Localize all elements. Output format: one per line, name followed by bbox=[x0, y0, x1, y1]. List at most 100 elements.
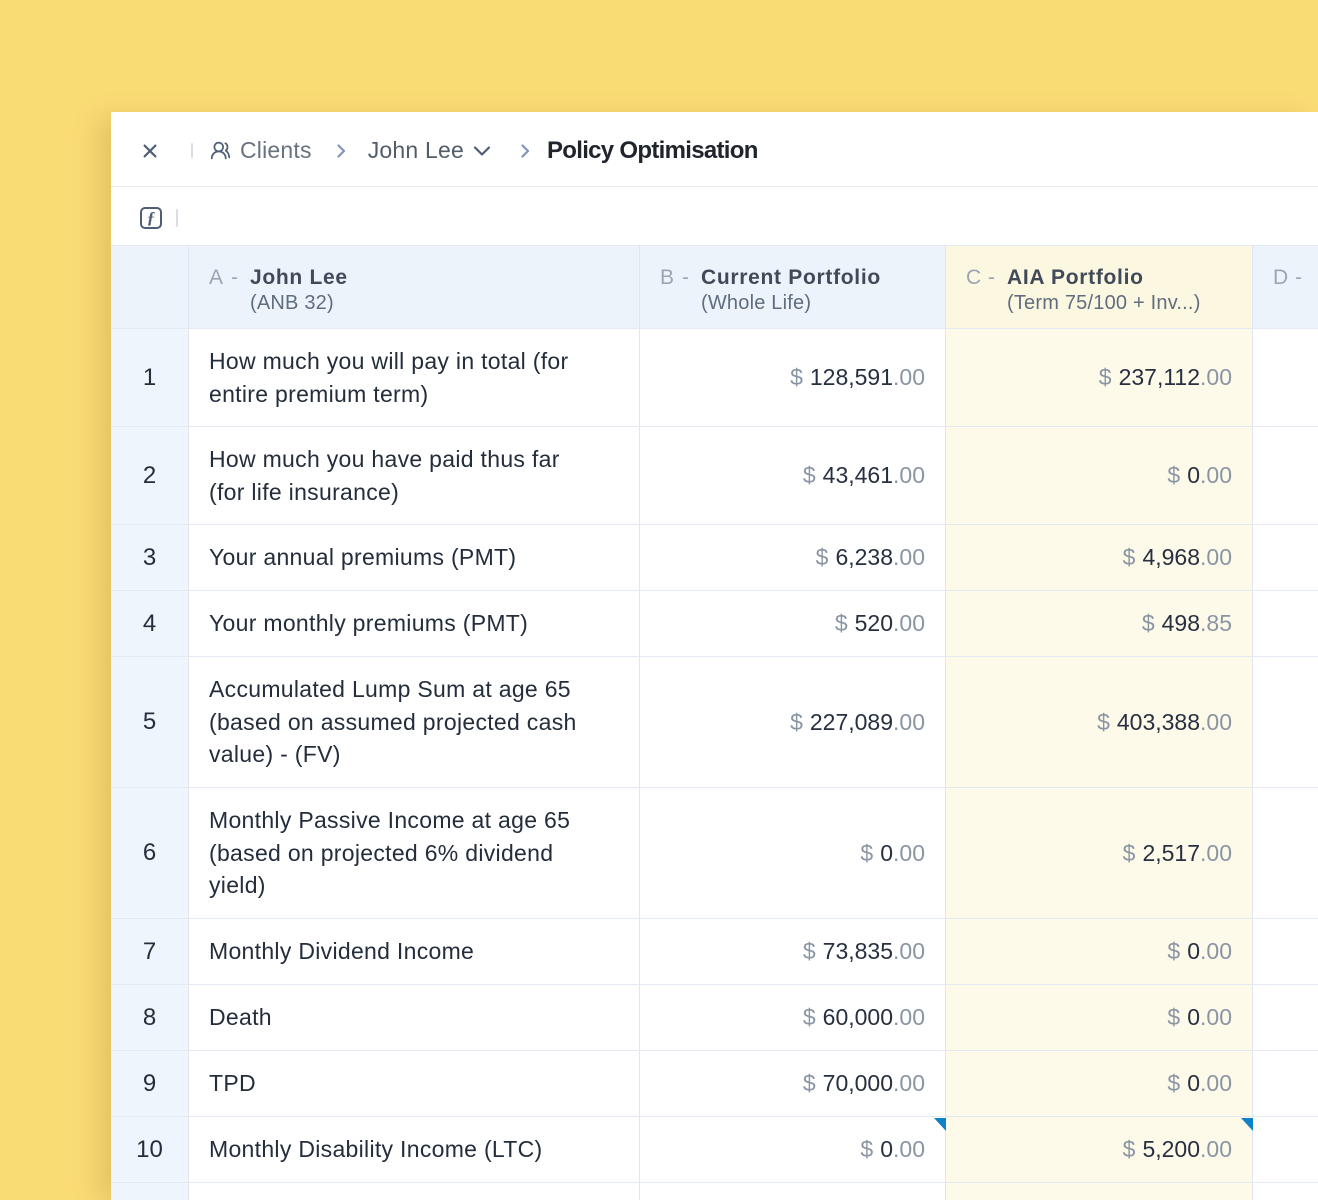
currency-symbol: $ bbox=[1122, 1136, 1136, 1162]
amount-integer: 5,200 bbox=[1142, 1136, 1201, 1162]
row-number-5[interactable]: 5 bbox=[111, 657, 189, 788]
cell-d1[interactable] bbox=[1253, 329, 1318, 427]
cell-b2[interactable]: $43,461.00 bbox=[640, 427, 946, 525]
cell-b7[interactable]: $73,835.00 bbox=[640, 919, 946, 985]
cell-d5[interactable] bbox=[1253, 657, 1318, 788]
row-number-3[interactable]: 3 bbox=[111, 525, 189, 591]
cell-d2[interactable] bbox=[1253, 427, 1318, 525]
breadcrumb-client[interactable]: John Lee bbox=[367, 137, 464, 163]
cell-d6[interactable] bbox=[1253, 788, 1318, 919]
amount-integer: 60,000 bbox=[822, 1004, 894, 1030]
amount-decimals: .00 bbox=[1200, 1004, 1232, 1030]
column-header-line1: A - John Lee bbox=[209, 263, 619, 293]
cell-a10[interactable]: Monthly Disability Income (LTC) bbox=[189, 1117, 640, 1183]
cell-b11[interactable] bbox=[640, 1183, 946, 1200]
currency-symbol: $ bbox=[1122, 544, 1136, 570]
column-header-b[interactable]: B - Current Portfolio (Whole Life) bbox=[640, 245, 946, 329]
breadcrumb-clients[interactable]: Clients bbox=[240, 137, 312, 163]
chevron-right-icon bbox=[521, 143, 530, 158]
amount-integer: 403,388 bbox=[1116, 708, 1201, 735]
cell-d8[interactable] bbox=[1253, 985, 1318, 1051]
chevron-right-icon bbox=[337, 143, 345, 158]
column-header-c[interactable]: C - AIA Portfolio (Term 75/100 + Inv...) bbox=[946, 245, 1253, 329]
column-subtitle: (Whole Life) bbox=[701, 292, 812, 314]
cell-b8[interactable]: $60,000.00 bbox=[640, 985, 946, 1051]
cell-c11[interactable] bbox=[946, 1183, 1253, 1200]
amount-integer: 0 bbox=[880, 839, 894, 866]
row-number-1[interactable]: 1 bbox=[111, 329, 189, 427]
chevron-down-icon[interactable] bbox=[473, 145, 491, 157]
corner-cell[interactable] bbox=[111, 245, 189, 329]
spreadsheet: A - John Lee (ANB 32) B - Current Portfolio (Wh… bbox=[111, 245, 1318, 1200]
cell-d3[interactable] bbox=[1253, 525, 1318, 591]
cell-b4[interactable]: $520.00 bbox=[640, 591, 946, 657]
cell-a4[interactable]: Your monthly premiums (PMT) bbox=[189, 591, 640, 657]
cell-c7[interactable]: $0.00 bbox=[946, 919, 1253, 985]
row-number-8[interactable]: 8 bbox=[111, 985, 189, 1051]
cell-d10[interactable] bbox=[1253, 1117, 1318, 1183]
column-dash: - bbox=[682, 266, 689, 289]
amount-integer: 6,238 bbox=[835, 544, 894, 570]
cell-c9[interactable]: $0.00 bbox=[946, 1051, 1253, 1117]
cell-a8[interactable]: Death bbox=[189, 985, 640, 1051]
cell-c10[interactable]: $5,200.00 bbox=[946, 1117, 1253, 1183]
column-title: Current Portfolio bbox=[701, 266, 881, 289]
cell-a2[interactable]: How much you have paid thus far (for lif… bbox=[189, 427, 640, 525]
currency-symbol: $ bbox=[1098, 364, 1112, 390]
currency-symbol: $ bbox=[1167, 1070, 1181, 1096]
cell-d11[interactable] bbox=[1253, 1183, 1318, 1200]
cell-d4[interactable] bbox=[1253, 591, 1318, 657]
cell-c4[interactable]: $498.85 bbox=[946, 591, 1253, 657]
cell-a3[interactable]: Your annual premiums (PMT) bbox=[189, 525, 640, 591]
column-dash: - bbox=[1295, 266, 1302, 289]
close-icon[interactable] bbox=[142, 143, 158, 159]
cell-a11[interactable] bbox=[189, 1183, 640, 1200]
amount-decimals: .00 bbox=[893, 364, 925, 390]
cell-c8[interactable]: $0.00 bbox=[946, 985, 1253, 1051]
column-letter: A bbox=[209, 266, 224, 289]
currency-symbol: $ bbox=[790, 364, 803, 390]
row-number-11[interactable] bbox=[111, 1183, 189, 1200]
cell-b5[interactable]: $227,089.00 bbox=[640, 657, 946, 788]
column-header-a[interactable]: A - John Lee (ANB 32) bbox=[189, 245, 640, 329]
row-number-4[interactable]: 4 bbox=[111, 591, 189, 657]
cell-d7[interactable] bbox=[1253, 919, 1318, 985]
amount-decimals: .00 bbox=[893, 1070, 925, 1096]
cell-b1[interactable]: $128,591.00 bbox=[640, 329, 946, 427]
currency-symbol: $ bbox=[802, 462, 816, 488]
column-letter: D bbox=[1273, 266, 1289, 289]
row-number-10[interactable]: 10 bbox=[111, 1117, 189, 1183]
cell-b10[interactable]: $0.00 bbox=[640, 1117, 946, 1183]
currency-symbol: $ bbox=[860, 1136, 874, 1162]
amount-integer: 498 bbox=[1161, 610, 1201, 636]
cell-c6[interactable]: $2,517.00 bbox=[946, 788, 1253, 919]
function-icon[interactable]: ƒ bbox=[140, 206, 162, 229]
amount-integer: 0 bbox=[1187, 938, 1201, 964]
cell-a9[interactable]: TPD bbox=[189, 1051, 640, 1117]
cell-c3[interactable]: $4,968.00 bbox=[946, 525, 1253, 591]
row-number-9[interactable]: 9 bbox=[111, 1051, 189, 1117]
cell-a6[interactable]: Monthly Passive Income at age 65 (based … bbox=[189, 788, 640, 919]
row-number-2[interactable]: 2 bbox=[111, 427, 189, 525]
cell-b3[interactable]: $6,238.00 bbox=[640, 525, 946, 591]
cell-c1[interactable]: $237,112.00 bbox=[946, 329, 1253, 427]
currency-symbol: $ bbox=[815, 544, 829, 570]
cell-b9[interactable]: $70,000.00 bbox=[640, 1051, 946, 1117]
cell-b6[interactable]: $0.00 bbox=[640, 788, 946, 919]
cell-d9[interactable] bbox=[1253, 1051, 1318, 1117]
amount-decimals: .00 bbox=[893, 708, 925, 735]
row-number-7[interactable]: 7 bbox=[111, 919, 189, 985]
amount-integer: 520 bbox=[854, 610, 894, 636]
cell-c5[interactable]: $403,388.00 bbox=[946, 657, 1253, 788]
cell-a1[interactable]: How much you will pay in total (for enti… bbox=[189, 329, 640, 427]
amount-decimals: .00 bbox=[893, 462, 925, 488]
column-subtitle: (Term 75/100 + Inv...) bbox=[1007, 292, 1201, 314]
column-dash: - bbox=[231, 266, 238, 289]
cell-a5[interactable]: Accumulated Lump Sum at age 65 (based on… bbox=[189, 657, 640, 788]
cell-a7[interactable]: Monthly Dividend Income bbox=[189, 919, 640, 985]
column-header-d[interactable]: D- bbox=[1253, 245, 1318, 329]
row-number-6[interactable]: 6 bbox=[111, 788, 189, 919]
amount-decimals: .00 bbox=[893, 544, 925, 570]
amount-decimals: .00 bbox=[1200, 462, 1232, 488]
cell-c2[interactable]: $0.00 bbox=[946, 427, 1253, 525]
